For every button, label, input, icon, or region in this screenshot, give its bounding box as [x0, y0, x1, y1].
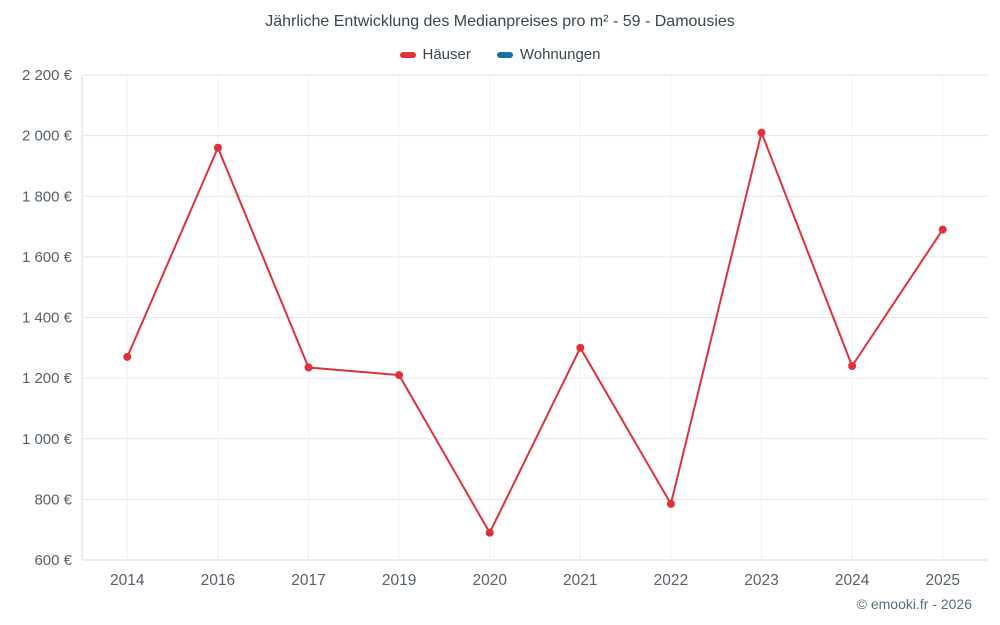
legend-swatch-icon	[399, 51, 416, 58]
data-point	[395, 371, 404, 380]
y-axis-tick-label: 1 200 €	[22, 370, 73, 387]
y-axis-tick-label: 1 400 €	[22, 310, 73, 327]
x-axis-tick-label: 2021	[563, 572, 597, 589]
copyright-credit: © emooki.fr - 2026	[856, 596, 972, 612]
y-axis-tick-label: 2 200 €	[22, 70, 73, 84]
x-axis-tick-label: 2017	[291, 572, 325, 589]
legend-label: Häuser	[422, 46, 471, 63]
legend: Häuser Wohnungen	[0, 46, 1000, 63]
data-point	[213, 143, 222, 152]
legend-swatch-icon	[496, 51, 513, 58]
x-axis-tick-label: 2014	[110, 572, 145, 589]
y-axis-tick-label: 1 800 €	[22, 188, 73, 205]
data-point	[666, 499, 675, 508]
x-axis-tick-label: 2019	[382, 572, 416, 589]
x-axis-tick-label: 2023	[744, 572, 778, 589]
data-point	[123, 352, 132, 361]
plot-area: 600 € 800 € 1 000 € 1 200 € 1 400 € 1 600 € 1 …	[22, 70, 988, 589]
x-axis-tick-label: 2022	[654, 572, 688, 589]
x-axis-tick-label: 2016	[201, 572, 235, 589]
data-point	[304, 363, 313, 372]
data-point	[848, 362, 857, 370]
data-point	[938, 225, 947, 234]
x-axis-tick-label: 2025	[925, 572, 959, 589]
y-axis-tick-label: 1 000 €	[22, 431, 73, 448]
x-axis-tick-label: 2020	[472, 572, 507, 589]
series-line-0	[126, 131, 944, 534]
legend-item-1[interactable]: Wohnungen	[496, 46, 601, 63]
data-point	[576, 343, 585, 352]
chart-title: Jährliche Entwicklung des Medianpreises …	[265, 13, 735, 30]
legend-item-0[interactable]: Häuser	[399, 46, 471, 63]
y-axis-tick-label: 2 000 €	[22, 128, 73, 145]
y-axis-tick-label: 1 600 €	[22, 249, 73, 266]
y-axis-tick-label: 800 €	[34, 491, 72, 508]
x-axis-tick-label: 2024	[835, 572, 870, 589]
y-axis-tick-label: 600 €	[34, 552, 72, 569]
data-point	[757, 128, 766, 137]
data-point	[485, 528, 494, 537]
legend-label: Wohnungen	[519, 46, 601, 63]
